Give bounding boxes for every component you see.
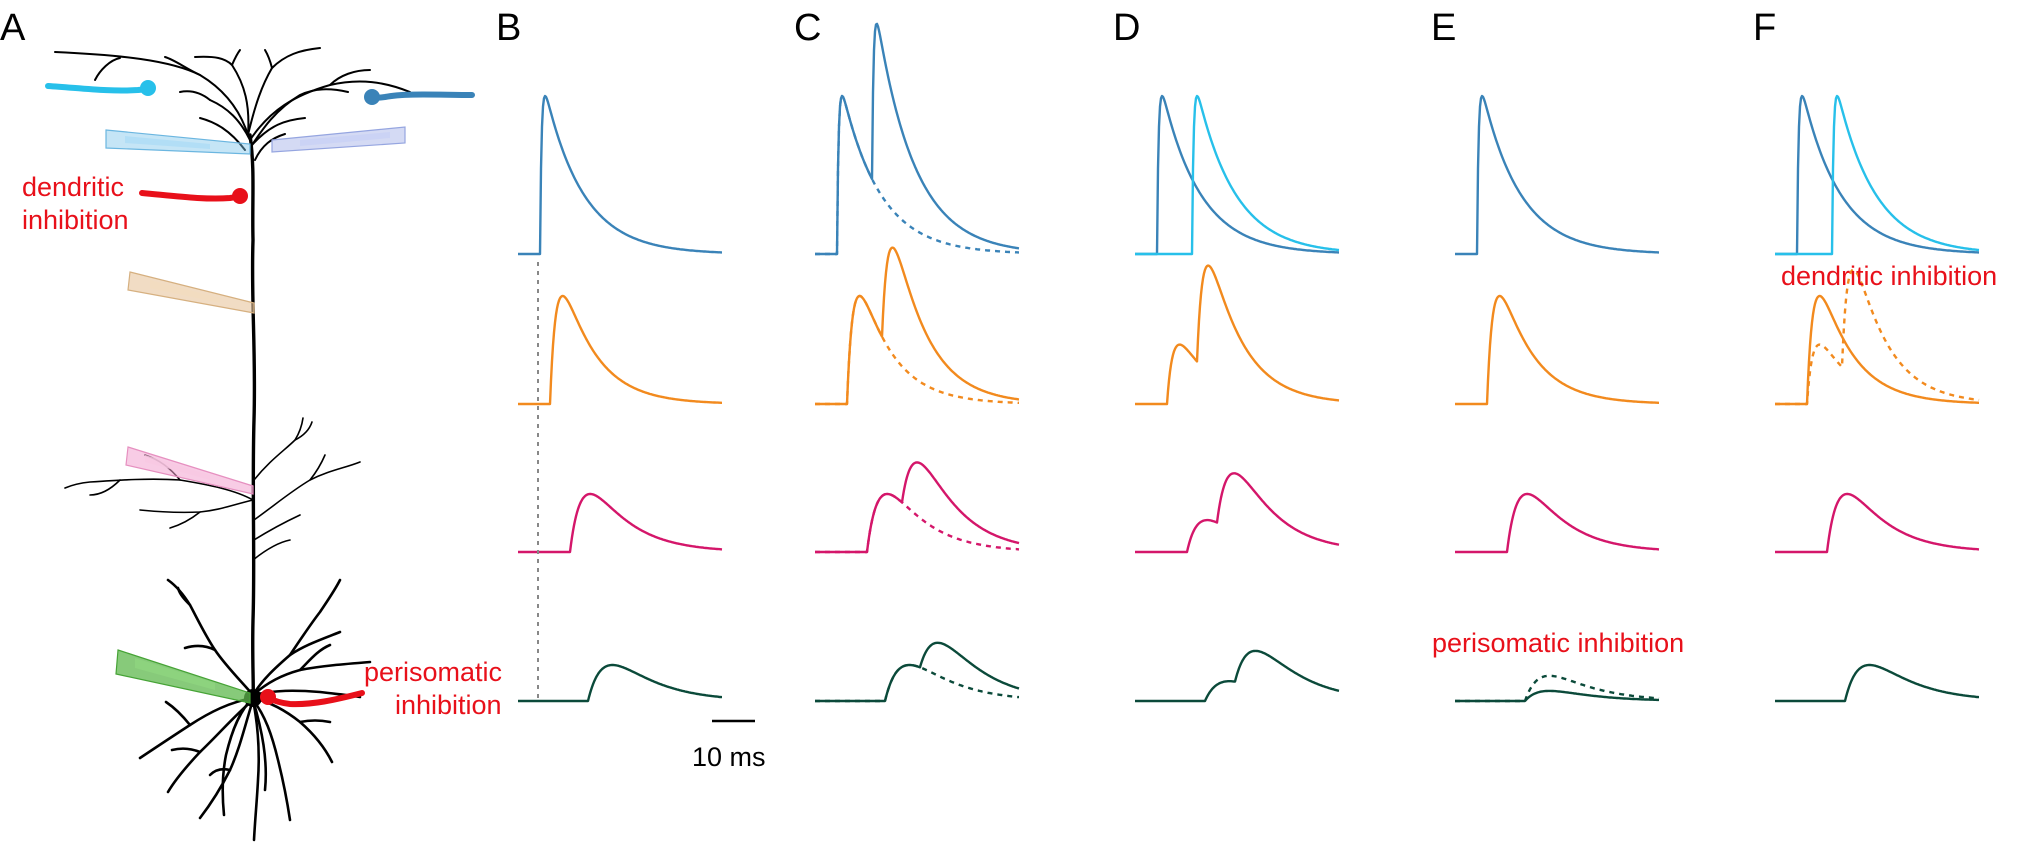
electrode-apical-left bbox=[105, 129, 251, 155]
synapse-tuft-right bbox=[364, 89, 475, 105]
trace-e-green-control bbox=[1454, 674, 1660, 703]
apical-tuft bbox=[54, 47, 411, 161]
trace-c-blue bbox=[814, 22, 1020, 256]
trace-d-blue bbox=[1134, 94, 1340, 256]
label-dendritic-inhibition: inhibition bbox=[22, 205, 129, 235]
trace-f-magenta bbox=[1774, 492, 1980, 554]
electrode-apical-right bbox=[271, 126, 406, 153]
trace-b-magenta bbox=[517, 492, 723, 554]
synapse-perisomatic-inhibition bbox=[260, 689, 365, 708]
electrode-oblique bbox=[125, 446, 254, 495]
panel-letter-e: E bbox=[1431, 7, 1456, 49]
basal-dendrites bbox=[138, 578, 372, 842]
trace-e-green-inhibited bbox=[1454, 689, 1660, 703]
trace-c-blue-single bbox=[814, 94, 1020, 256]
trace-f-cyan bbox=[1774, 94, 1980, 256]
trace-b-blue bbox=[517, 94, 723, 256]
trace-b-orange bbox=[517, 294, 723, 406]
trace-c-green-single bbox=[814, 663, 1020, 703]
panel-letter-a: A bbox=[0, 7, 26, 49]
apical-trunk bbox=[248, 133, 257, 702]
electrode-trunk bbox=[127, 271, 255, 314]
pyramidal-neuron-drawing bbox=[54, 47, 411, 842]
trace-f-blue bbox=[1774, 94, 1980, 256]
scale-bar-label: 10 ms bbox=[692, 742, 766, 772]
synapse-dendritic-inhibition bbox=[139, 188, 248, 204]
trace-b-green bbox=[517, 663, 723, 703]
trace-e-magenta bbox=[1454, 492, 1660, 554]
trace-c-orange bbox=[814, 246, 1020, 406]
label-perisomatic: perisomatic bbox=[364, 657, 502, 687]
label-dendritic: dendritic bbox=[22, 172, 124, 202]
trace-d-orange bbox=[1134, 264, 1340, 406]
trace-f-orange-control bbox=[1774, 268, 1980, 406]
synapse-tuft-left bbox=[45, 80, 156, 96]
label-dendritic-inhibition-f: dendritic inhibition bbox=[1781, 261, 1997, 291]
electrode-soma bbox=[115, 649, 251, 704]
voltage-traces bbox=[517, 22, 1980, 703]
trace-d-magenta bbox=[1134, 472, 1340, 554]
panel-letter-f: F bbox=[1753, 7, 1776, 49]
trace-d-cyan bbox=[1134, 94, 1340, 256]
trace-f-orange-inhibited bbox=[1774, 294, 1980, 406]
trace-e-orange bbox=[1454, 294, 1660, 406]
trace-f-green bbox=[1774, 663, 1980, 703]
label-perisomatic-inhibition-e: perisomatic inhibition bbox=[1432, 628, 1684, 658]
trace-c-magenta-single bbox=[814, 492, 1020, 554]
oblique-dendrites bbox=[64, 417, 361, 561]
trace-d-green bbox=[1134, 649, 1340, 703]
trace-c-magenta bbox=[814, 461, 1020, 554]
panel-letter-b: B bbox=[496, 7, 521, 49]
trace-e-blue bbox=[1454, 94, 1660, 256]
panel-letter-c: C bbox=[794, 7, 821, 49]
panel-letter-d: D bbox=[1113, 7, 1140, 49]
label-perisomatic-inhibition: inhibition bbox=[395, 690, 502, 720]
